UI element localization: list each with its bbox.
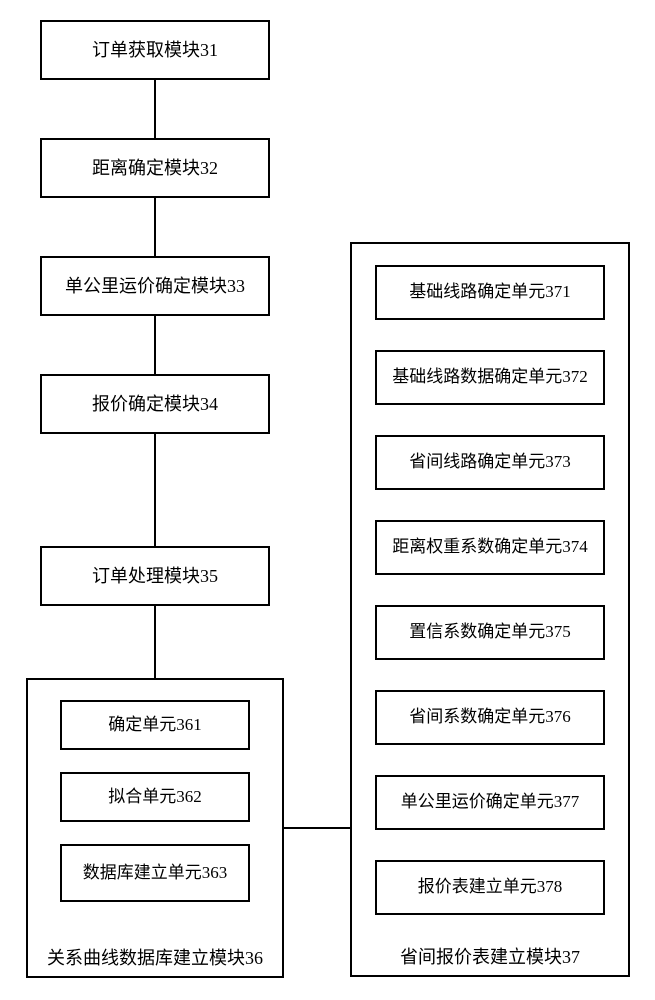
unit-label: 报价表建立单元378 [418,876,563,899]
node-label: 单公里运价确定模块33 [65,274,245,298]
node-label: 订单处理模块35 [92,564,218,588]
unit-db-build-363: 数据库建立单元363 [60,844,250,902]
unit-per-km-rate-377: 单公里运价确定单元377 [375,775,605,830]
unit-label: 省间线路确定单元373 [409,451,571,474]
node-per-km-rate-33: 单公里运价确定模块33 [40,256,270,316]
node-order-acquire-31: 订单获取模块31 [40,20,270,80]
container-36-label: 关系曲线数据库建立模块36 [28,946,282,970]
node-label: 距离确定模块32 [92,156,218,180]
unit-dist-weight-374: 距离权重系数确定单元374 [375,520,605,575]
unit-quote-table-378: 报价表建立单元378 [375,860,605,915]
unit-label: 数据库建立单元363 [83,862,228,885]
unit-label: 基础线路确定单元371 [409,281,571,304]
node-label: 订单获取模块31 [92,38,218,62]
container-37-label: 省间报价表建立模块37 [352,945,628,969]
unit-label: 置信系数确定单元375 [409,621,571,644]
node-quote-determine-34: 报价确定模块34 [40,374,270,434]
unit-fit-362: 拟合单元362 [60,772,250,822]
unit-label: 基础线路数据确定单元372 [392,366,588,389]
unit-label: 省间系数确定单元376 [409,706,571,729]
unit-prov-coef-376: 省间系数确定单元376 [375,690,605,745]
container-36-label-text: 关系曲线数据库建立模块36 [47,948,263,968]
unit-confidence-375: 置信系数确定单元375 [375,605,605,660]
unit-label: 拟合单元362 [108,786,202,809]
unit-base-route-data-372: 基础线路数据确定单元372 [375,350,605,405]
node-label: 报价确定模块34 [92,392,218,416]
unit-label: 确定单元361 [108,714,202,737]
unit-base-route-371: 基础线路确定单元371 [375,265,605,320]
unit-determine-361: 确定单元361 [60,700,250,750]
container-37-label-text: 省间报价表建立模块37 [400,947,580,967]
unit-label: 距离权重系数确定单元374 [392,536,588,559]
unit-label: 单公里运价确定单元377 [401,791,580,814]
node-distance-determine-32: 距离确定模块32 [40,138,270,198]
node-order-process-35: 订单处理模块35 [40,546,270,606]
unit-prov-route-373: 省间线路确定单元373 [375,435,605,490]
